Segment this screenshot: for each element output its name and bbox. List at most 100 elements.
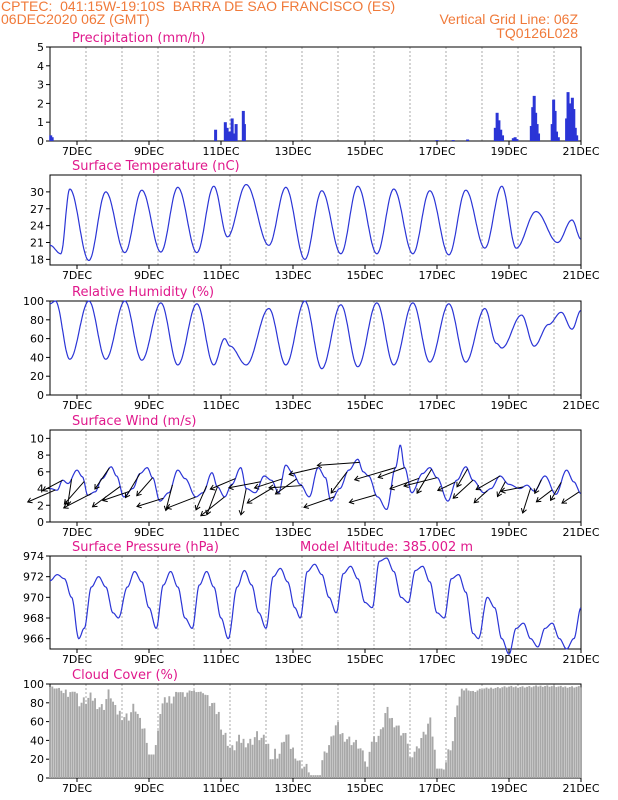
cloud-bar xyxy=(321,760,324,778)
precip-xtick-label: 11DEC xyxy=(202,145,239,158)
temp-xtick-label: 13DEC xyxy=(274,269,311,282)
cloud-bar xyxy=(175,691,177,778)
wind-vector-head xyxy=(535,497,542,503)
cloud-bar xyxy=(406,743,409,778)
cloud-bar xyxy=(89,692,92,778)
temp-ytick-label: 24 xyxy=(30,220,44,233)
cloud-bar xyxy=(357,748,360,778)
wind-vector xyxy=(195,485,208,511)
precip-ytick-label: 4 xyxy=(37,60,44,73)
cloud-bar xyxy=(541,686,544,778)
cloud-bar xyxy=(154,745,157,778)
wind-xtick-label: 11DEC xyxy=(202,526,239,539)
wind-vector xyxy=(42,479,63,492)
pressure-subtitle: Model Altitude: 385.002 m xyxy=(300,540,473,555)
cloud-bar xyxy=(568,687,571,778)
precip-bar xyxy=(572,109,576,141)
rh-xtick-label: 15DEC xyxy=(346,399,383,412)
precip-title: Precipitation (mm/h) xyxy=(72,31,205,46)
wind-vector xyxy=(403,477,438,487)
wind-vector-head xyxy=(403,481,409,488)
cloud-bar xyxy=(179,692,182,778)
cloud-bar xyxy=(571,686,573,778)
wind-vector-head xyxy=(136,502,142,509)
cloud-bar xyxy=(186,692,189,778)
wind-ytick-label: 6 xyxy=(37,466,44,479)
cloud-bar xyxy=(348,736,351,778)
rh-line xyxy=(49,300,581,370)
pressure-frame xyxy=(49,555,582,650)
cloud-bar xyxy=(172,696,175,778)
precip-bar xyxy=(537,133,541,141)
precip-bar xyxy=(232,133,236,141)
temp-ytick-label: 21 xyxy=(30,237,44,250)
cloud-bar xyxy=(361,750,364,778)
cloud-bar xyxy=(400,735,402,778)
pressure-xtick-label: 21DEC xyxy=(562,653,599,666)
precip-bar xyxy=(556,137,560,141)
cloud-bar xyxy=(94,698,96,778)
cloud-bar xyxy=(508,686,510,778)
cloud-bar xyxy=(427,723,429,778)
cloud-bar xyxy=(384,713,387,778)
rh-ytick-label: 40 xyxy=(30,351,44,364)
wind-vector-head xyxy=(500,487,506,494)
cloud-bar xyxy=(139,717,141,778)
wind-vector xyxy=(497,481,506,497)
cloud-bar xyxy=(130,712,132,778)
cloud-bar xyxy=(352,742,355,778)
cloud-bar xyxy=(483,688,486,778)
cloud-bar xyxy=(433,749,436,778)
wind-vector-head xyxy=(288,470,295,477)
cloud-bar xyxy=(305,763,308,778)
cloud-bar xyxy=(526,686,528,778)
wind-vector xyxy=(166,496,196,509)
precip-xtick-label: 9DEC xyxy=(134,145,164,158)
precip-bar xyxy=(513,137,517,141)
wind-vector xyxy=(536,489,553,503)
pressure-xtick-label: 11DEC xyxy=(202,653,239,666)
cloud-bar xyxy=(463,690,465,778)
temp-frame xyxy=(49,174,582,266)
rh-xtick-label: 7DEC xyxy=(62,399,92,412)
wind-vector xyxy=(136,477,153,497)
cloud-bar xyxy=(125,713,128,778)
cloud-bar xyxy=(476,690,479,778)
cloud-bar xyxy=(370,741,373,778)
cloud-bar xyxy=(564,686,567,778)
cloud-bar xyxy=(247,743,249,778)
cloud-bar xyxy=(550,686,553,778)
cloud-bar xyxy=(490,687,492,778)
rh-xtick-label: 17DEC xyxy=(418,399,455,412)
cloud-bar xyxy=(202,693,204,778)
wind-vector-head xyxy=(303,503,310,509)
cloud-bar xyxy=(409,757,411,778)
cloud-bar xyxy=(373,736,375,778)
cloud-bar xyxy=(377,735,380,778)
cloud-bar xyxy=(161,703,164,778)
precip-ytick-label: 1 xyxy=(37,116,44,129)
wind-vector-head xyxy=(330,487,336,494)
temp-line xyxy=(49,184,581,262)
cloud-bar xyxy=(429,717,432,778)
wind-vector-head xyxy=(436,485,443,492)
cloud-bar xyxy=(177,692,180,778)
cloud-bar xyxy=(553,685,555,778)
wind-xtick-label: 15DEC xyxy=(346,526,383,539)
cloud-bar xyxy=(514,686,517,778)
precip-ytick-label: 3 xyxy=(37,79,44,92)
wind-vector-head xyxy=(227,484,234,491)
wind-vector-head xyxy=(274,489,281,495)
cloud-bar xyxy=(566,687,569,778)
precip-bar xyxy=(228,131,232,141)
cloud-bar xyxy=(240,742,243,778)
pressure-xtick-label: 17DEC xyxy=(418,653,455,666)
cloud-bar xyxy=(319,775,321,778)
cloud-bar xyxy=(436,768,438,778)
wind-vector xyxy=(64,481,85,505)
cloud-bar xyxy=(316,775,319,778)
cloud-bar xyxy=(332,735,335,778)
cloud-bar xyxy=(451,741,454,778)
cloud-bar xyxy=(386,706,389,778)
wind-vector-head xyxy=(63,499,70,505)
